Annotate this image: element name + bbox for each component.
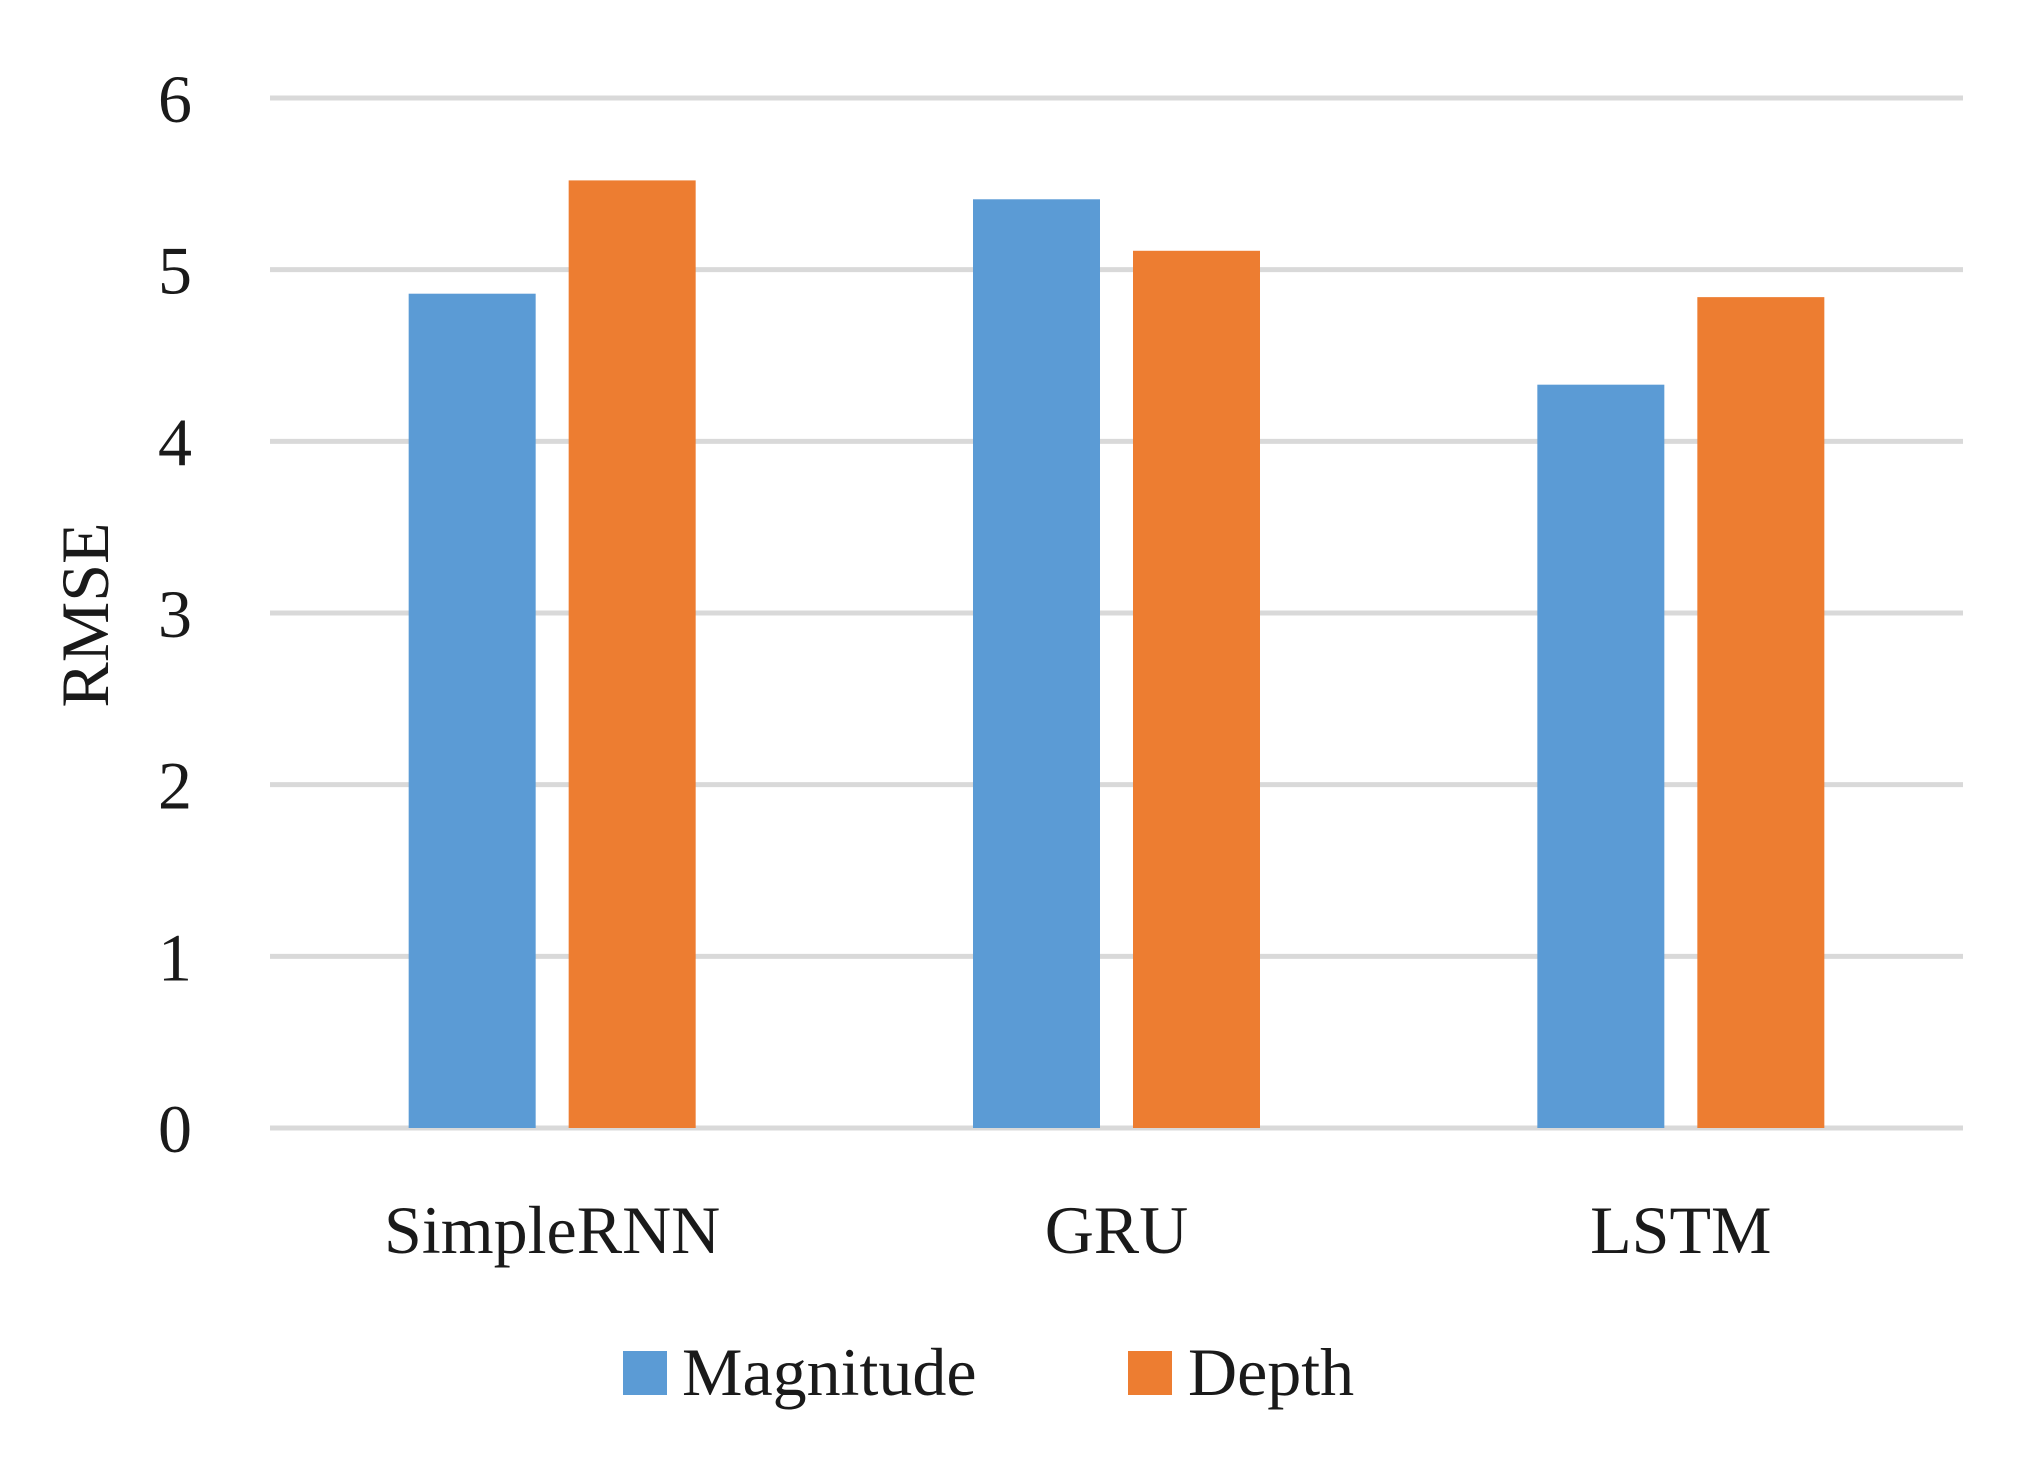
bars xyxy=(408,180,1825,1129)
y-axis-label: RMSE xyxy=(47,522,123,707)
bar-depth-lstm xyxy=(1697,297,1825,1129)
y-tick-label: 2 xyxy=(158,748,192,824)
y-tick-label: 1 xyxy=(158,919,192,995)
bar-depth-gru xyxy=(1133,250,1260,1129)
legend-label-magnitude: Magnitude xyxy=(682,1334,977,1410)
x-axis-ticks: SimpleRNN GRU LSTM xyxy=(384,1192,1771,1268)
bar-depth-simplernn xyxy=(568,180,696,1128)
bar-magnitude-gru xyxy=(973,199,1100,1129)
x-tick-label: LSTM xyxy=(1590,1192,1771,1268)
y-tick-label: 6 xyxy=(158,61,192,137)
y-tick-label: 5 xyxy=(158,233,192,309)
y-tick-label: 0 xyxy=(158,1091,192,1167)
x-tick-label: SimpleRNN xyxy=(384,1192,720,1268)
bar-magnitude-lstm xyxy=(1537,384,1665,1128)
legend-swatch-magnitude xyxy=(623,1351,667,1395)
x-tick-label: GRU xyxy=(1045,1192,1189,1268)
legend-swatch-depth xyxy=(1128,1351,1172,1395)
y-axis-ticks: 0 1 2 3 4 5 6 xyxy=(158,61,192,1167)
legend: Magnitude Depth xyxy=(623,1334,1354,1410)
legend-label-depth: Depth xyxy=(1188,1334,1354,1410)
bar-magnitude-simplernn xyxy=(408,293,536,1128)
y-tick-label: 3 xyxy=(158,576,192,652)
y-tick-label: 4 xyxy=(158,404,192,480)
gridlines xyxy=(270,95,1963,1131)
